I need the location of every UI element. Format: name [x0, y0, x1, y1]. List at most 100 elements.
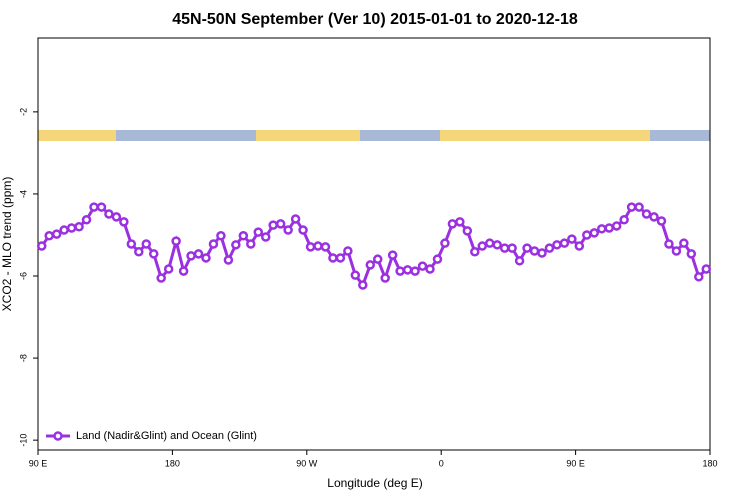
y-tick-label: -6 — [18, 272, 28, 280]
legend-label: Land (Nadir&Glint) and Ocean (Glint) — [76, 430, 257, 442]
point — [89, 202, 99, 212]
point — [193, 249, 204, 259]
point — [634, 202, 644, 212]
land — [440, 130, 650, 141]
point — [96, 202, 107, 212]
point — [51, 229, 62, 239]
point — [567, 234, 577, 244]
point — [589, 228, 600, 238]
point — [119, 217, 129, 227]
point — [447, 219, 458, 229]
y-axis-label: XCO2 - MLO trend (ppm) — [0, 177, 14, 312]
point — [350, 270, 361, 280]
point — [537, 248, 547, 258]
x-tick-label: 90 E — [566, 458, 585, 468]
point — [268, 220, 278, 230]
point — [395, 266, 405, 276]
land — [256, 130, 360, 141]
point — [529, 246, 540, 256]
x-tick-label: 0 — [439, 458, 444, 468]
chart-title: 45N-50N September (Ver 10) 2015-01-01 to… — [172, 11, 578, 28]
point — [260, 232, 271, 242]
point — [402, 265, 413, 275]
x-tick-label: 180 — [702, 458, 717, 468]
point — [492, 240, 502, 250]
point — [313, 241, 323, 251]
point — [141, 239, 152, 249]
point — [656, 216, 667, 226]
y-tick-label: -4 — [18, 190, 28, 198]
point — [320, 242, 331, 252]
point — [66, 223, 77, 233]
point — [552, 240, 562, 250]
point — [156, 273, 166, 283]
legend-marker — [53, 431, 63, 441]
series-line — [40, 205, 708, 289]
point — [59, 225, 69, 235]
point — [148, 249, 159, 259]
point — [365, 260, 376, 270]
point — [358, 280, 368, 290]
point — [380, 273, 390, 283]
y-tick-label: -2 — [18, 108, 28, 116]
y-tick-label: -10 — [18, 434, 28, 447]
point — [246, 239, 256, 249]
point — [484, 238, 495, 248]
point — [290, 214, 301, 224]
land — [38, 130, 116, 141]
point — [470, 247, 480, 257]
point — [574, 241, 585, 251]
x-tick-label: 90 E — [29, 458, 48, 468]
point — [499, 243, 510, 253]
point — [611, 221, 622, 231]
point — [171, 236, 181, 246]
point — [432, 254, 443, 264]
point — [298, 225, 308, 235]
point — [335, 253, 346, 263]
point — [664, 239, 674, 249]
point — [305, 242, 316, 252]
point — [701, 264, 712, 274]
plot-frame — [37, 37, 711, 451]
point — [186, 251, 196, 261]
point — [686, 249, 697, 259]
point — [522, 243, 532, 253]
point — [694, 272, 704, 282]
ocean — [38, 130, 710, 141]
point — [477, 241, 488, 251]
point — [514, 256, 525, 266]
point — [111, 212, 122, 222]
point — [507, 243, 517, 253]
point — [343, 246, 353, 256]
point — [126, 239, 137, 249]
y-tick-label: -8 — [18, 354, 28, 362]
point — [44, 231, 54, 241]
point — [208, 239, 219, 249]
point — [328, 253, 338, 263]
point — [544, 243, 555, 253]
point — [462, 226, 473, 236]
point — [649, 212, 659, 222]
point — [671, 246, 682, 256]
x-tick-label: 90 W — [296, 458, 318, 468]
point — [641, 209, 652, 219]
point — [410, 266, 420, 276]
point — [178, 266, 189, 276]
point — [163, 264, 174, 274]
point — [679, 238, 689, 248]
point — [223, 255, 234, 265]
point — [372, 254, 383, 264]
point — [626, 202, 637, 212]
land-ocean-band — [38, 130, 710, 141]
x-axis-label: Longitude (deg E) — [327, 476, 422, 490]
point — [604, 223, 614, 233]
point — [425, 264, 435, 274]
point — [559, 238, 570, 248]
point — [619, 215, 629, 225]
point — [582, 230, 592, 240]
point — [36, 241, 47, 251]
point — [231, 240, 241, 250]
point — [74, 222, 84, 232]
point — [238, 231, 249, 241]
